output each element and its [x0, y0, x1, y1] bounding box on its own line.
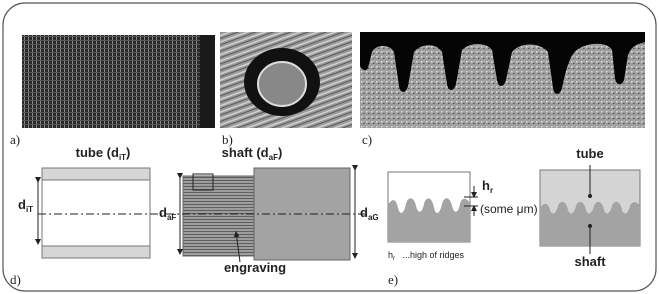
shaft-engraved: [183, 176, 254, 256]
panel-label: c): [362, 132, 372, 147]
panel-label: a): [10, 132, 20, 147]
photo-tube-end: [200, 35, 215, 128]
panel-label: e): [388, 272, 398, 287]
ring-inner: [258, 62, 306, 106]
photo-tube: [22, 35, 215, 128]
ridge-note: (some μm): [480, 202, 538, 216]
figure: a) b) c) d) e) tube (diT) diT shaft (daF…: [0, 0, 659, 294]
tube-wall: [42, 246, 150, 258]
tube-body: [42, 168, 150, 258]
tube-wall: [42, 168, 150, 180]
tube-label: tube: [576, 146, 603, 161]
shaft-label: shaft: [574, 254, 606, 269]
panel-label: d): [10, 272, 21, 287]
engraving-label: engraving: [224, 260, 286, 275]
